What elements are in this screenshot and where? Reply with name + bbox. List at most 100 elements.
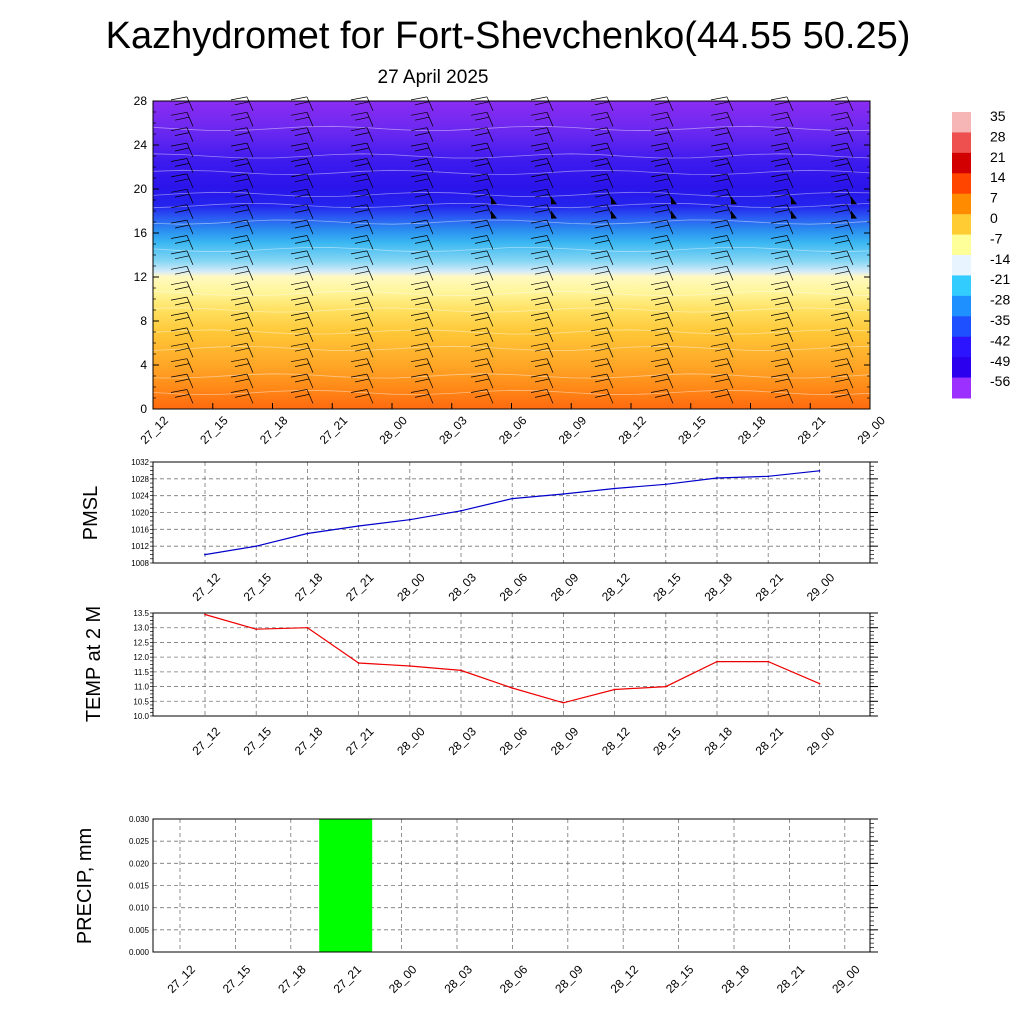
- wind-barb: [186, 189, 194, 204]
- y-axis-label: PRECIP, mm: [74, 828, 96, 944]
- wind-barb-flag: [774, 394, 790, 398]
- wind-barb-flag: [410, 142, 428, 147]
- wind-barb: [486, 373, 494, 389]
- wind-barb-flag: [350, 373, 368, 378]
- wind-barb-flag: [654, 163, 670, 167]
- wind-barb-flag: [234, 101, 250, 106]
- wind-barb-flag: [174, 147, 190, 152]
- wind-barb-flag: [290, 389, 308, 393]
- wind-barb-flag: [354, 147, 370, 152]
- wind-barb-flag: [654, 116, 670, 121]
- wind-barb: [546, 312, 554, 327]
- y-tick-label: 13.5: [133, 609, 149, 618]
- wind-barb-flag: [290, 250, 308, 255]
- wind-barb: [486, 250, 494, 266]
- wind-barb-flag: [770, 96, 788, 101]
- wind-barb-flag: [410, 296, 428, 301]
- wind-barb-flag: [710, 358, 728, 363]
- wind-barb-flag: [474, 363, 490, 367]
- wind-barb-flag: [350, 235, 368, 239]
- wind-barb: [666, 389, 674, 404]
- wind-barb-flag: [474, 132, 490, 136]
- wind-barb-flag: [470, 312, 488, 316]
- contour-line: [152, 202, 871, 209]
- wind-barb: [666, 358, 674, 373]
- y-tick-label: 11.0: [134, 683, 150, 692]
- wind-barb-flag: [530, 173, 548, 178]
- contour-line: [152, 389, 871, 396]
- wind-barb-flag: [234, 301, 250, 306]
- wind-barb-flag: [354, 101, 370, 106]
- wind-barb-flag: [654, 394, 670, 398]
- wind-barb-flag: [170, 342, 188, 347]
- wind-barb-flag: [714, 255, 730, 260]
- wind-barb-flag: [170, 358, 188, 363]
- x-tick-label: 28_21: [753, 570, 787, 604]
- data-point: [716, 477, 718, 479]
- wind-barb-flag: [710, 389, 728, 393]
- wind-barb: [186, 312, 194, 327]
- wind-barb-flag: [534, 270, 550, 275]
- wind-barb: [186, 250, 194, 266]
- wind-barb: [546, 250, 554, 266]
- wind-barb-flag: [290, 204, 308, 209]
- wind-barb-flag: [530, 373, 548, 378]
- wind-barb-flag: [594, 240, 610, 244]
- wind-barb-flag: [534, 255, 550, 260]
- wind-barb: [546, 96, 554, 112]
- wind-barb-flag: [650, 358, 668, 363]
- wind-barb: [246, 158, 254, 173]
- wind-barb-flag: [590, 219, 608, 224]
- wind-barb-flag: [594, 394, 610, 398]
- wind-barb-flag: [354, 240, 370, 244]
- wind-barb-flag: [474, 286, 490, 290]
- wind-barb-flag: [354, 317, 370, 321]
- wind-barb-flag: [594, 132, 610, 136]
- wind-barb-flag: [470, 158, 488, 162]
- wind-barb-flag: [414, 378, 430, 383]
- wind-barb-flag: [410, 312, 428, 316]
- wind-barb-flag: [350, 296, 368, 301]
- wind-barb-flag: [654, 378, 670, 383]
- wind-barb-flag: [350, 188, 368, 193]
- wind-barb-flag: [834, 255, 850, 260]
- wind-barb: [186, 219, 194, 235]
- wind-barb-flag: [534, 301, 550, 306]
- wind-barb: [666, 112, 674, 127]
- y-tick-label: 0.010: [129, 904, 150, 913]
- wind-barb-flag: [170, 327, 188, 332]
- wind-barb-flag: [474, 378, 490, 383]
- wind-barb-flag: [230, 96, 248, 101]
- wind-barb-flag: [414, 301, 430, 306]
- wind-barb-flag: [170, 250, 188, 255]
- wind-barb-flag: [590, 312, 608, 316]
- wind-barb-flag: [354, 132, 370, 136]
- y-tick-label: 0.005: [129, 926, 150, 935]
- wind-barb-flag: [774, 147, 790, 152]
- wind-barb-flag: [410, 127, 428, 132]
- x-tick-label: 27_21: [331, 962, 365, 996]
- wind-barb-flag: [834, 301, 850, 306]
- data-point: [767, 660, 770, 663]
- wind-barb-flag: [350, 327, 368, 332]
- wind-barb-flag: [650, 265, 668, 270]
- wind-pennant: [731, 210, 737, 219]
- wind-barb: [186, 389, 194, 404]
- wind-barb-flag: [714, 378, 730, 383]
- wind-barb-flag: [234, 286, 250, 290]
- wind-barb: [606, 112, 614, 127]
- pmsl-panel: 1008 1012 1016 1020 1024 1028 1032 27_12 27_15 27…: [80, 458, 878, 604]
- wind-barb: [426, 296, 434, 312]
- wind-barb-flag: [470, 204, 488, 209]
- wind-barb: [726, 358, 734, 373]
- wind-barb-flag: [414, 132, 430, 136]
- wind-barb-flag: [174, 224, 190, 229]
- wind-barb: [486, 281, 494, 296]
- wind-barb-flag: [654, 286, 670, 290]
- wind-barb: [486, 235, 494, 250]
- wind-barb-flag: [650, 235, 668, 239]
- wind-barb: [726, 343, 734, 358]
- colorbar-label: -56: [990, 373, 1010, 389]
- wind-barb: [366, 250, 374, 266]
- x-tick-label: 27_15: [197, 413, 231, 447]
